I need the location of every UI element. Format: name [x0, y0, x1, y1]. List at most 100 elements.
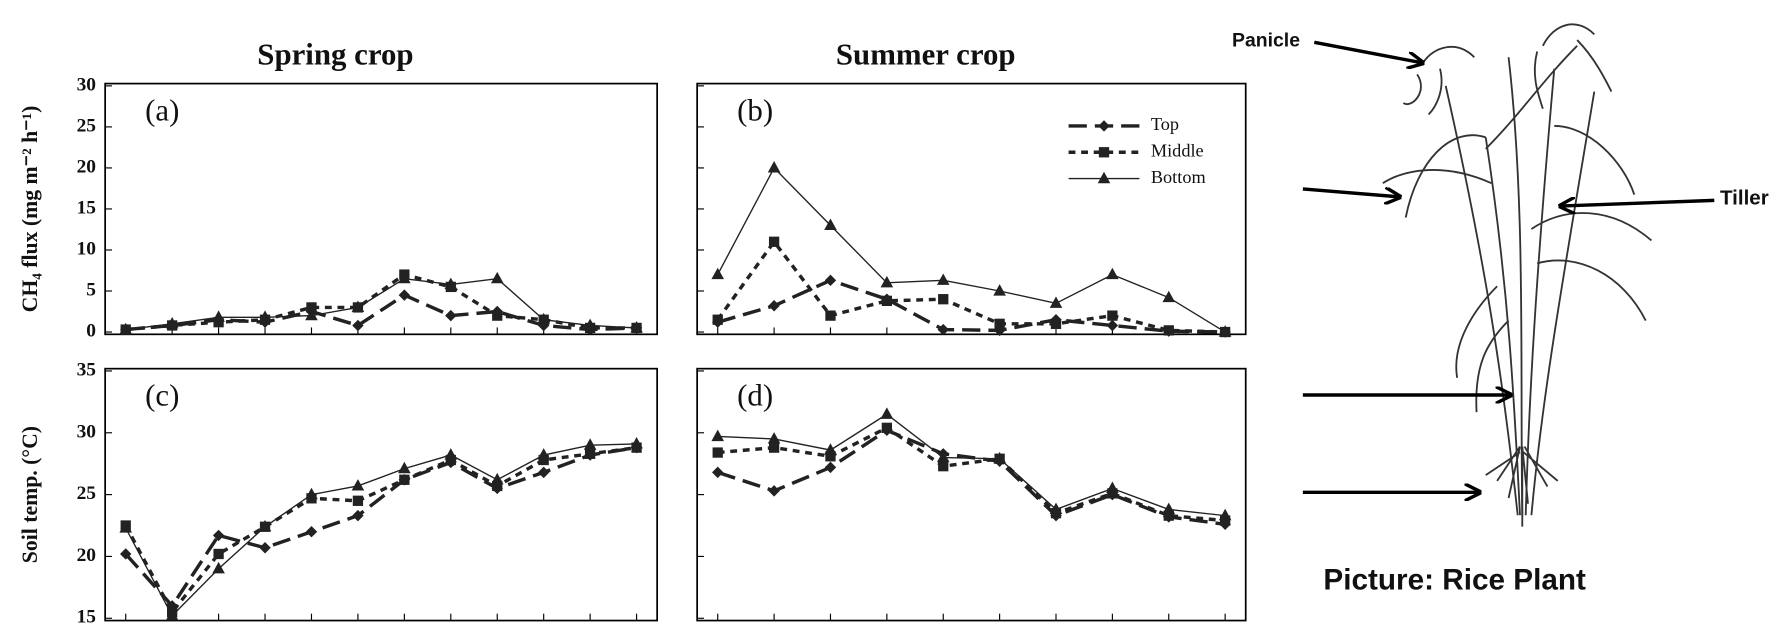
- marker: [768, 236, 780, 247]
- series-line: [717, 166, 1226, 333]
- marker: [120, 548, 132, 560]
- y-tick-label: 5: [86, 279, 96, 300]
- series-line: [124, 445, 637, 616]
- y-tick-label: 35: [77, 359, 96, 380]
- marker: [1163, 510, 1174, 521]
- y-tick-label: 25: [77, 115, 96, 136]
- marker: [711, 429, 724, 442]
- marker: [630, 321, 643, 333]
- y-tick-label: 25: [77, 483, 96, 504]
- marker: [994, 318, 1005, 329]
- marker: [824, 443, 837, 455]
- marker: [936, 450, 950, 463]
- marker: [351, 479, 365, 491]
- marker: [398, 289, 411, 301]
- series-line: [717, 413, 1226, 517]
- marker: [213, 317, 224, 328]
- plant-label: Panicle: [1232, 29, 1300, 51]
- marker: [259, 542, 271, 554]
- marker: [768, 442, 780, 453]
- marker: [993, 284, 1006, 296]
- marker: [119, 322, 132, 335]
- marker: [305, 525, 318, 538]
- marker: [584, 448, 596, 459]
- marker: [490, 472, 504, 485]
- legend-label: Middle: [1151, 140, 1204, 160]
- caption: Picture: Rice Plant: [1323, 563, 1586, 596]
- marker: [583, 318, 597, 331]
- series-line: [124, 445, 637, 609]
- arrow: [1313, 40, 1423, 63]
- marker: [119, 521, 132, 533]
- marker: [1098, 147, 1110, 158]
- marker: [537, 312, 550, 325]
- marker: [880, 407, 894, 419]
- marker: [1220, 515, 1231, 526]
- marker: [258, 519, 272, 532]
- marker: [824, 461, 837, 474]
- y-axis-label: CH₄ flux (mg m⁻² h⁻¹): [18, 106, 42, 313]
- marker: [767, 432, 781, 444]
- y-tick-label: 20: [77, 156, 96, 177]
- plant-label: Tiller: [1720, 187, 1769, 210]
- marker: [825, 310, 836, 321]
- arrow: [1302, 189, 1400, 197]
- marker: [444, 448, 458, 460]
- marker: [351, 300, 365, 312]
- marker: [306, 302, 317, 313]
- marker: [445, 454, 456, 466]
- panel-label: (b): [737, 92, 773, 127]
- marker: [824, 218, 837, 230]
- marker: [492, 310, 503, 321]
- panel-label: (a): [145, 92, 179, 127]
- marker: [938, 461, 949, 472]
- marker: [352, 319, 364, 332]
- y-tick-label: 15: [77, 607, 96, 628]
- plot-frame: [104, 82, 658, 336]
- marker: [212, 561, 225, 574]
- series-line: [717, 278, 1226, 334]
- series-line: [717, 425, 1226, 523]
- arrow: [1560, 200, 1715, 206]
- marker: [165, 316, 179, 329]
- marker: [1106, 267, 1119, 280]
- marker: [880, 275, 894, 288]
- y-tick-label: 15: [77, 197, 96, 218]
- marker: [583, 438, 597, 450]
- marker: [993, 451, 1006, 464]
- y-tick-label: 10: [77, 238, 96, 259]
- series-line: [716, 238, 1226, 334]
- marker: [768, 485, 780, 497]
- marker: [1049, 296, 1063, 308]
- marker: [490, 271, 504, 284]
- marker: [537, 448, 550, 460]
- marker: [825, 451, 836, 462]
- marker: [1162, 290, 1176, 303]
- y-tick-label: 20: [77, 545, 96, 566]
- chart-title: Spring crop: [257, 36, 413, 71]
- marker: [165, 608, 179, 621]
- marker: [881, 295, 892, 307]
- y-tick-label: 0: [86, 320, 96, 341]
- legend-label: Bottom: [1151, 167, 1206, 187]
- y-axis-label: Soil temp. (°C): [18, 426, 42, 563]
- series-line: [125, 443, 637, 617]
- marker: [213, 548, 224, 560]
- marker: [305, 308, 318, 321]
- marker: [936, 273, 950, 285]
- series-line: [125, 277, 637, 331]
- legend-label: Top: [1151, 114, 1179, 134]
- panel-label: (d): [737, 378, 773, 413]
- marker: [712, 466, 724, 479]
- marker: [1218, 325, 1232, 337]
- marker: [492, 480, 503, 492]
- marker: [1050, 318, 1062, 329]
- marker: [938, 294, 949, 305]
- marker: [398, 461, 411, 474]
- marker: [1106, 319, 1119, 332]
- marker: [881, 422, 892, 433]
- marker: [537, 466, 550, 479]
- marker: [712, 314, 723, 325]
- marker: [1049, 502, 1063, 515]
